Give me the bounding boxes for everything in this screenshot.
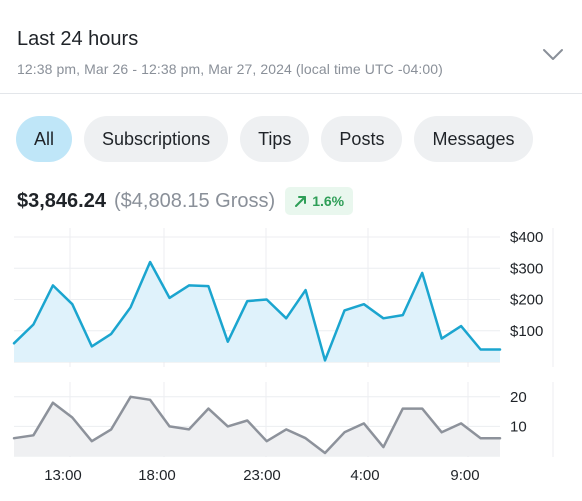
gross-earnings: ($4,808.15 Gross) xyxy=(113,189,276,212)
x-tick-label: 9:00 xyxy=(450,467,479,484)
change-badge: 1.6% xyxy=(285,187,354,215)
x-tick-label: 13:00 xyxy=(44,467,82,484)
tab-posts[interactable]: Posts xyxy=(321,116,403,162)
x-tick-label: 23:00 xyxy=(243,467,281,484)
tab-tips[interactable]: Tips xyxy=(240,116,310,162)
filter-tabs: All Subscriptions Tips Posts Messages xyxy=(16,116,533,162)
x-tick-label: 4:00 xyxy=(350,467,379,484)
header: Last 24 hours 12:38 pm, Mar 26 - 12:38 p… xyxy=(0,0,582,94)
count-chart xyxy=(12,395,502,456)
page-title: Last 24 hours xyxy=(17,28,139,50)
earnings-y-tick-label: $400 xyxy=(510,229,543,246)
tab-messages[interactable]: Messages xyxy=(414,116,533,162)
earnings-line xyxy=(12,260,502,362)
earnings-summary: $3,846.24 ($4,808.15 Gross) 1.6% xyxy=(17,186,354,216)
count-y-tick-label: 20 xyxy=(510,389,527,406)
earnings-chart xyxy=(12,260,502,362)
charts-svg: $100 $200 $300 $400 10 20 13:00 18:00 23:00 4:00 9… xyxy=(12,228,554,484)
earnings-y-tick-label: $100 xyxy=(510,323,543,340)
tab-all[interactable]: All xyxy=(16,116,73,162)
earnings-area xyxy=(14,262,500,362)
axis-labels: $100 $200 $300 $400 10 20 13:00 18:00 23:00 4:00 9… xyxy=(44,229,543,484)
net-earnings: $3,846.24 xyxy=(17,189,106,212)
change-percent: 1.6% xyxy=(312,193,345,209)
count-y-tick-label: 10 xyxy=(510,418,527,435)
earnings-y-tick-label: $300 xyxy=(510,260,543,277)
date-range-subtitle: 12:38 pm, Mar 26 - 12:38 pm, Mar 27, 202… xyxy=(17,61,443,77)
chevron-down-icon[interactable] xyxy=(538,40,568,70)
count-line xyxy=(12,395,502,455)
tab-subscriptions[interactable]: Subscriptions xyxy=(84,116,229,162)
x-tick-label: 18:00 xyxy=(138,467,176,484)
trend-up-arrow-icon xyxy=(295,196,307,207)
earnings-y-tick-label: $200 xyxy=(510,292,543,309)
earnings-charts: $100 $200 $300 $400 10 20 13:00 18:00 23:00 4:00 9… xyxy=(0,222,582,501)
